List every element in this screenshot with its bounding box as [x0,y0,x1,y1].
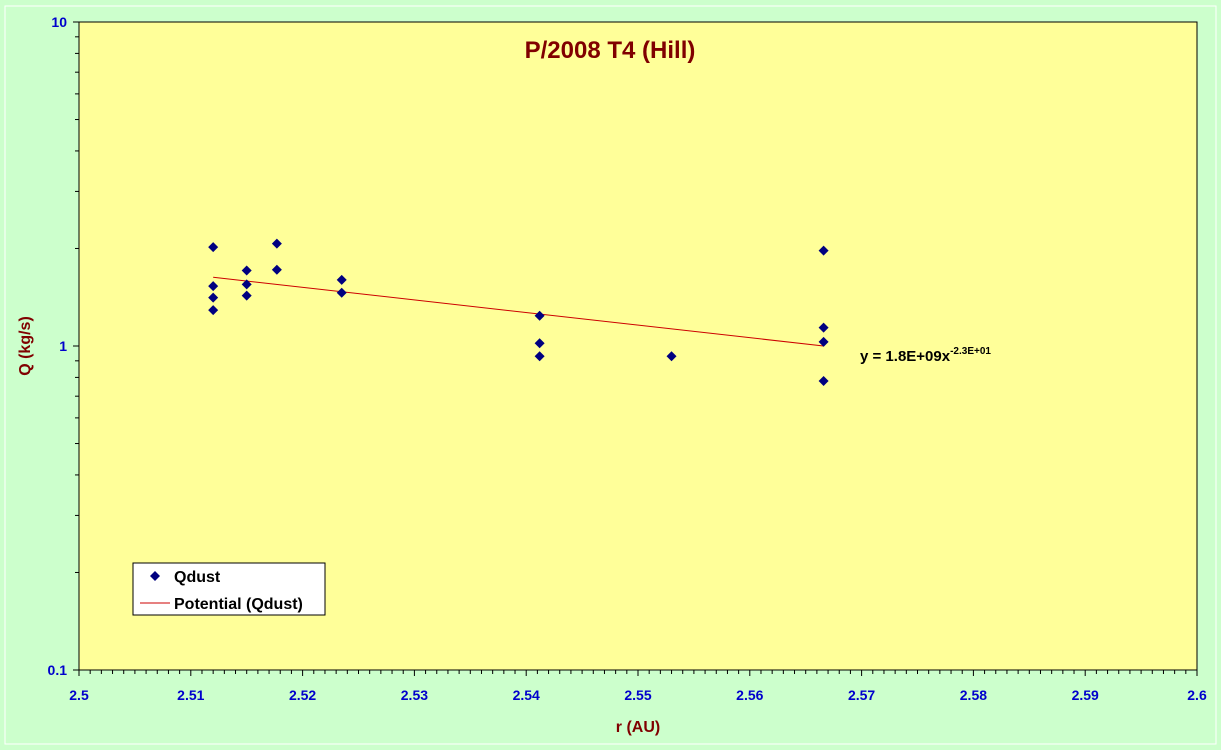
legend-label-qdust: Qdust [174,569,221,586]
x-tick-label: 2.52 [289,687,316,703]
x-tick-label: 2.56 [736,687,763,703]
data-point [818,245,829,256]
x-tick-label: 2.58 [960,687,987,703]
chart-title: P/2008 T4 (Hill) [525,37,696,64]
y-axis-label: Q (kg/s) [17,316,34,376]
x-tick-label: 2.54 [513,687,540,703]
equation-base: y = 1.8E+09x [860,348,951,365]
data-point [336,287,347,298]
data-point [241,265,252,276]
trendline-equation: y = 1.8E+09x-2.3E+01 [860,346,991,365]
x-tick-label: 2.51 [177,687,204,703]
y-tick-label: 10 [51,14,67,30]
legend: Qdust Potential (Qdust) [132,562,326,616]
data-point [208,305,219,316]
legend-label-potential: Potential (Qdust) [174,596,303,613]
data-point [818,336,829,347]
y-tick-label: 0.1 [48,662,68,678]
y-tick-label: 1 [59,338,67,354]
x-tick-label: 2.59 [1072,687,1099,703]
data-point [336,274,347,285]
data-point [271,238,282,249]
data-point [534,338,545,349]
data-point [271,264,282,275]
x-tick-label: 2.53 [401,687,428,703]
legend-box [132,562,326,616]
data-point [666,351,677,362]
data-point [534,351,545,362]
trendline [213,276,824,347]
data-point [534,310,545,321]
data-point [208,281,219,292]
data-point [241,290,252,301]
x-axis-label: r (AU) [616,719,660,736]
data-point [208,292,219,303]
data-point [241,279,252,290]
x-tick-label: 2.55 [624,687,651,703]
legend-marker-qdust [150,571,160,581]
x-axis: 2.5 2.51 2.52 2.53 2.54 2.55 2.56 2.57 2.58 2.59 2… [69,670,1207,703]
y-axis: 0.1 1 10 [48,14,79,678]
plot-area [78,21,1198,671]
data-point [818,375,829,386]
equation-exponent: -2.3E+01 [950,346,991,357]
x-tick-label: 2.57 [848,687,875,703]
data-point [208,242,219,253]
qdust-series [208,238,829,386]
data-point [818,322,829,333]
x-tick-label: 2.6 [1187,687,1207,703]
x-tick-label: 2.5 [69,687,89,703]
trendline-series [213,276,824,347]
